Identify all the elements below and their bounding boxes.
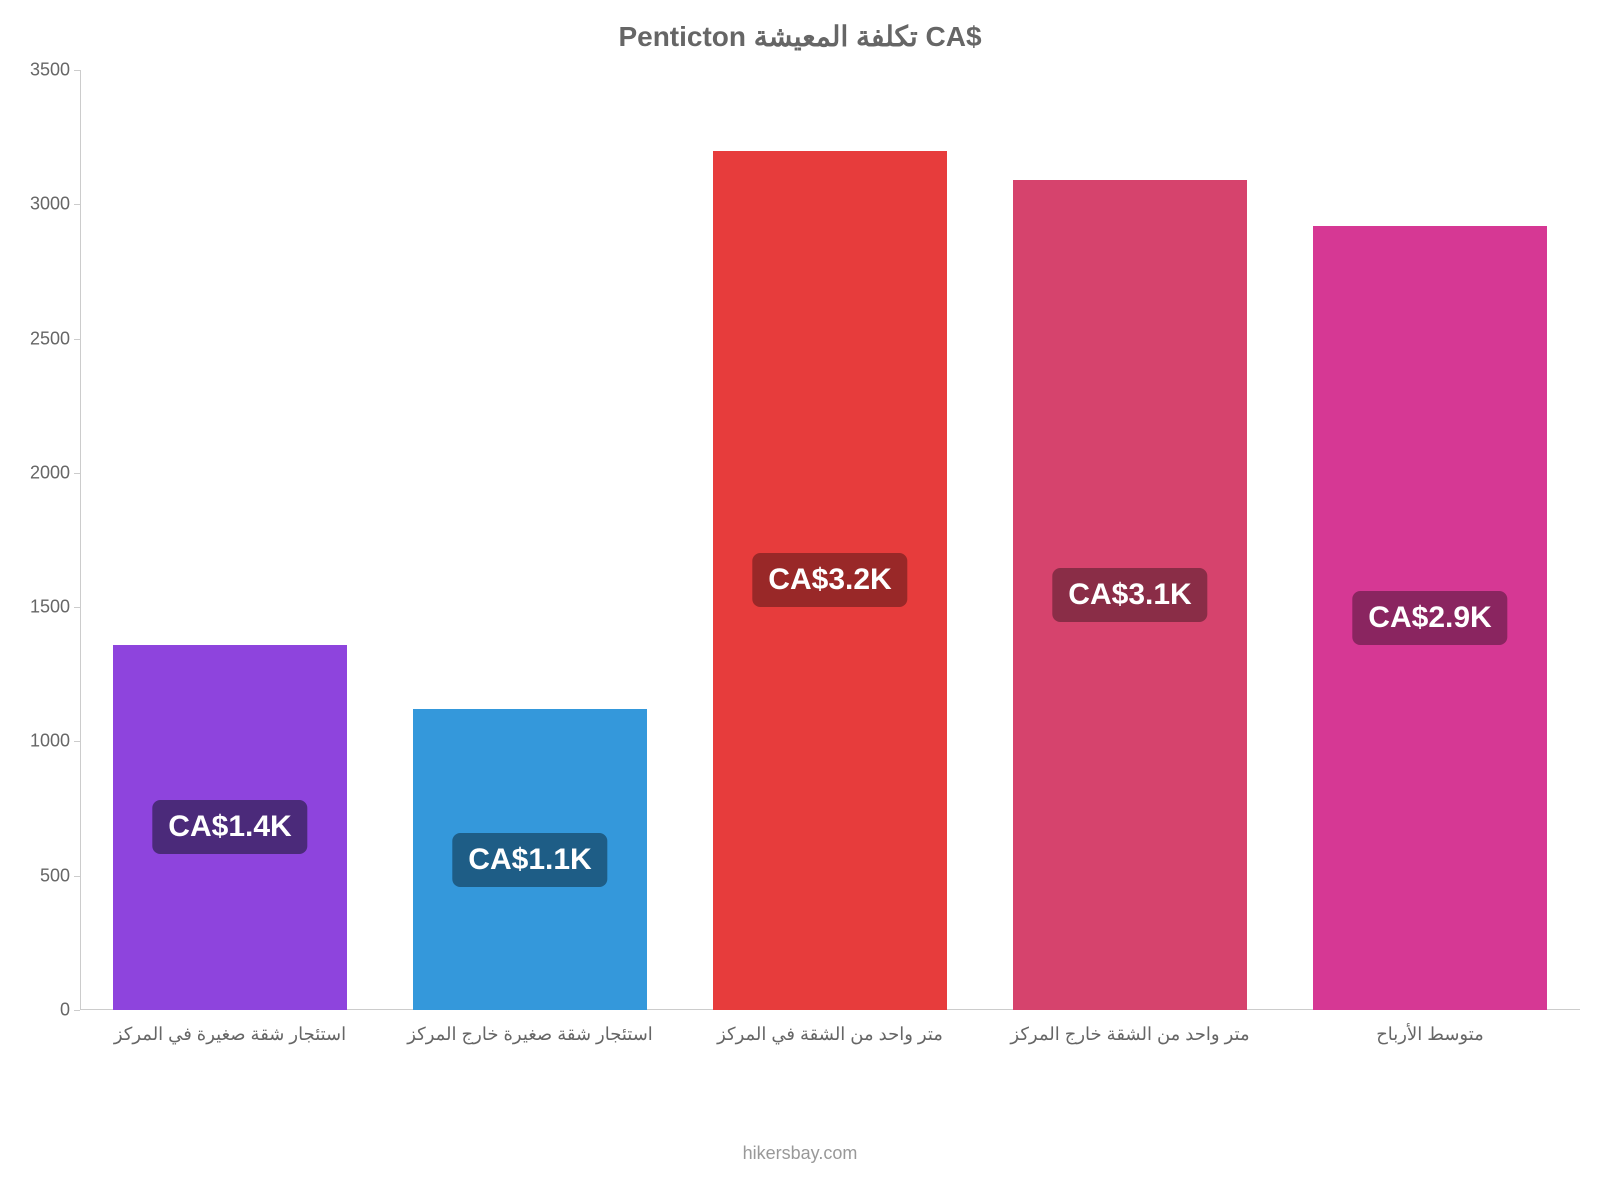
- cost-of-living-chart: Penticton تكلفة المعيشة CA$ CA$1.4KCA$1.…: [0, 0, 1600, 1200]
- x-tick-label: متوسط الأرباح: [1376, 1024, 1484, 1045]
- plot-area: CA$1.4KCA$1.1KCA$3.2KCA$3.1KCA$2.9K 0500…: [80, 70, 1580, 1010]
- y-tick-mark: [74, 607, 80, 608]
- source-attribution: hikersbay.com: [0, 1143, 1600, 1164]
- bar-value-label: CA$3.1K: [1052, 568, 1207, 622]
- y-tick-label: 3000: [30, 194, 70, 215]
- y-tick-mark: [74, 741, 80, 742]
- bar-value-label: CA$2.9K: [1352, 591, 1507, 645]
- x-tick-label: استئجار شقة صغيرة في المركز: [114, 1024, 346, 1045]
- x-tick-label: استئجار شقة صغيرة خارج المركز: [407, 1024, 653, 1045]
- y-tick-mark: [74, 204, 80, 205]
- y-tick-mark: [74, 70, 80, 71]
- bars-container: CA$1.4K CA$1.1K CA$3.2K CA$3.1K CA$2.9K: [80, 70, 1580, 1010]
- y-tick-label: 3500: [30, 60, 70, 81]
- chart-title: Penticton تكلفة المعيشة CA$: [0, 20, 1600, 53]
- y-tick-label: 1500: [30, 597, 70, 618]
- y-tick-label: 2000: [30, 462, 70, 483]
- bar-value-label: CA$1.4K: [152, 800, 307, 854]
- x-tick-label: متر واحد من الشقة في المركز: [717, 1024, 943, 1045]
- y-tick-label: 500: [40, 865, 70, 886]
- y-tick-label: 1000: [30, 731, 70, 752]
- y-tick-label: 0: [60, 1000, 70, 1021]
- y-tick-mark: [74, 1010, 80, 1011]
- bar-value-label: CA$1.1K: [452, 833, 607, 887]
- y-tick-label: 2500: [30, 328, 70, 349]
- x-tick-label: متر واحد من الشقة خارج المركز: [1010, 1024, 1249, 1045]
- y-tick-mark: [74, 473, 80, 474]
- y-tick-mark: [74, 339, 80, 340]
- y-tick-mark: [74, 876, 80, 877]
- bar-value-label: CA$3.2K: [752, 553, 907, 607]
